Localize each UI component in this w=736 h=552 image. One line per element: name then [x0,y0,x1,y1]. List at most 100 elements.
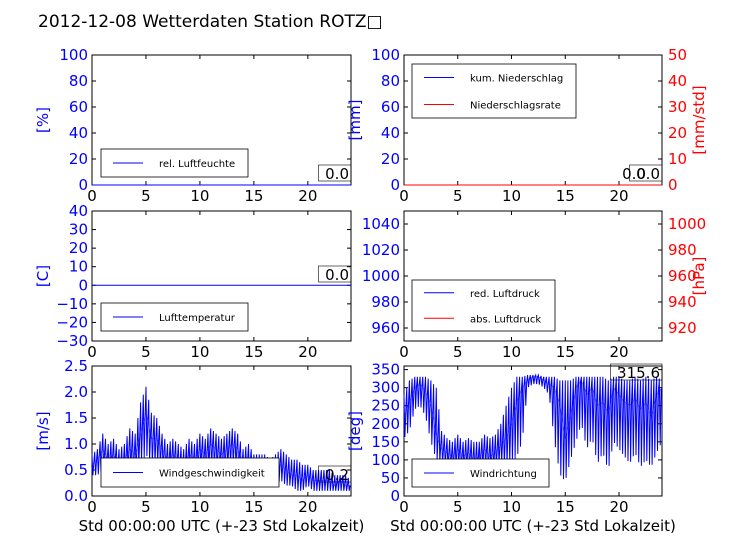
y2-tick-label: 40 [668,72,687,90]
y-tick-label: −30 [56,332,88,350]
y2-tick-label: 920 [668,319,697,337]
y2-tick-label: 20 [668,124,687,142]
y-axis-label: [%] [34,107,52,133]
y2-tick-label: 10 [668,150,687,168]
y-tick-label: 1.5 [64,409,88,427]
x-tick-label: 20 [298,187,317,205]
y-axis-label: [m/s] [34,411,52,450]
y2-tick-label: 980 [668,241,697,259]
y-tick-label: 0.0 [64,487,88,505]
y-tick-label: 300 [371,379,400,397]
x-tick-label: 15 [556,343,575,361]
x-tick-label: 10 [190,187,209,205]
y-tick-label: 1040 [362,215,400,233]
y-tick-label: 1000 [362,267,400,285]
y-tick-label: 350 [371,361,400,379]
figure-title: 2012-12-08 Wetterdaten Station ROTZ□ [38,12,383,32]
series-mean-line [91,412,351,487]
y-tick-label: 250 [371,397,400,415]
plot-frame [403,365,663,497]
x-tick-label: 5 [141,343,151,361]
current-value-box [629,164,663,182]
y-tick-label: 30 [69,221,88,239]
x-tick-label: 15 [244,343,263,361]
x-tick-label: 15 [556,187,575,205]
y2-tick-label: 940 [668,293,697,311]
legend-label: red. Luftdruck [470,289,540,300]
y2-tick-label: 30 [668,98,687,116]
x-tick-label: 10 [502,343,521,361]
y-tick-label: 10 [69,258,88,276]
y-tick-label: 60 [381,98,400,116]
y-tick-label: 20 [69,150,88,168]
subplot-2: 0 5 10 15 20 0 20 40 60 80 100 0 10 20 30 40 50 [mm] [mm/s… [346,46,708,205]
series-line [91,386,351,491]
y-tick-label: 40 [69,202,88,220]
y-tick-label: 40 [381,124,400,142]
x-tick-label: 15 [244,498,263,516]
y-tick-label: 980 [371,293,400,311]
y2-axis-label: [hPa] [690,257,708,296]
y-tick-label: 0 [390,176,400,194]
current-value-box [610,363,663,381]
series-line [403,373,662,480]
x-tick-label: 10 [502,187,521,205]
legend-label: Niederschlagsrate [470,101,561,112]
x-tick-label: 20 [609,187,628,205]
y-tick-label: 2.0 [64,383,88,401]
y2-tick-label: 1000 [668,215,706,233]
y-tick-label: 2.5 [64,357,88,375]
x-tick-label: 0 [399,343,409,361]
y-tick-label: −20 [56,313,88,331]
subplot-4: 0 5 10 15 20 960 980 1000 1020 1040 920 940 960 980 10… [362,210,708,361]
x-tick-label: 20 [298,498,317,516]
current-value-box [318,465,352,483]
y-tick-label: 100 [371,46,400,64]
y-tick-label: 200 [371,415,400,433]
x-axis-label: Std 00:00:00 UTC (+-23 Std Lokalzeit) [390,517,676,535]
y2-axis-label: [mm/std] [690,85,708,154]
x-tick-label: 5 [453,343,463,361]
y-tick-label: 40 [69,124,88,142]
y-tick-label: −10 [56,295,88,313]
x-tick-label: 15 [244,187,263,205]
legend-label: rel. Luftfeuchte [159,159,235,170]
current-rate-label: 0.0 [622,165,646,183]
y-axis-label: [C] [34,265,52,287]
y-tick-label: 60 [69,98,88,116]
y2-tick-label: 0 [668,176,678,194]
x-tick-label: 0 [399,498,409,516]
legend-box [411,279,556,332]
y2-tick-label: 960 [668,267,697,285]
y-tick-label: 0.5 [64,461,88,479]
legend-label: Windrichtung [470,469,537,480]
y-tick-label: 1020 [362,241,400,259]
y-axis-label: [mm] [346,100,364,141]
x-tick-label: 0 [87,343,97,361]
x-tick-label: 5 [453,498,463,516]
y-tick-label: 50 [381,469,400,487]
subplot-5: 0 5 10 15 20 0.0 0.5 1.0 1.5 2.0 2.5 [m/s] Std 00:00… [34,357,364,535]
y2-tick-label: 50 [668,46,687,64]
series-mean-line [403,376,663,461]
current-value-label: 0.2 [325,466,349,484]
x-tick-label: 0 [399,187,409,205]
x-tick-label: 20 [609,498,628,516]
current-value-box [318,265,352,283]
x-tick-label: 15 [556,498,575,516]
subplot-3: 0 5 10 15 20−30−20−10010203040[C]Lufttempera… [34,202,352,361]
y-tick-label: 20 [69,239,88,257]
y-tick-label: 0 [78,276,88,294]
y-tick-label: 20 [381,150,400,168]
current-value-label: 315.6 [617,364,660,382]
current-value-label: 0.0 [325,266,349,284]
x-tick-label: 20 [298,343,317,361]
x-tick-label: 0 [87,187,97,205]
x-tick-label: 10 [502,498,521,516]
subplot-1: 0 5 10 15 20 0 20 40 60 80 100 [%] rel. Luftfeuchte 0… [34,46,352,205]
y-tick-label: 80 [69,72,88,90]
y-tick-label: 100 [371,451,400,469]
y-tick-label: 80 [381,72,400,90]
x-axis-label: Std 00:00:00 UTC (+-23 Std Lokalzeit) [79,517,365,535]
